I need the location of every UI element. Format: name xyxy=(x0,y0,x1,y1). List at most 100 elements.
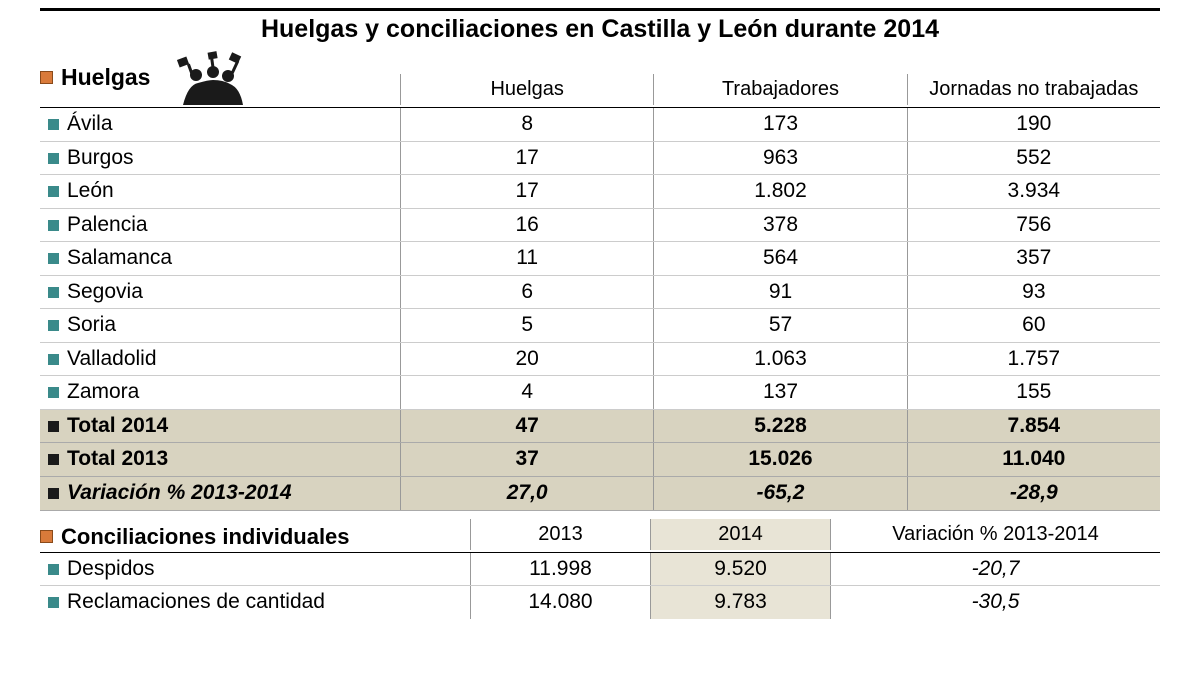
page-title: Huelgas y conciliaciones en Castilla y L… xyxy=(40,15,1160,44)
total-label: Total 2013 xyxy=(40,443,400,476)
cell-trabajadores: 5.228 xyxy=(653,410,906,443)
cell-jornadas: 190 xyxy=(907,108,1160,141)
huelgas-header-row: Huelgas Huelgas Trabajadores Jornadas no xyxy=(40,50,1160,108)
huelgas-section-label: Huelgas xyxy=(40,50,400,105)
cell-2014: 9.520 xyxy=(650,553,830,586)
total-row: Total 2014475.2287.854 xyxy=(40,410,1160,444)
cell-2013: 14.080 xyxy=(470,586,650,619)
cell-huelgas: 11 xyxy=(400,242,653,275)
cell-huelgas: 17 xyxy=(400,175,653,208)
table-row: Burgos17963552 xyxy=(40,142,1160,176)
cell-huelgas: 27,0 xyxy=(400,477,653,510)
cell-huelgas: 4 xyxy=(400,376,653,409)
cell-2013: 11.998 xyxy=(470,553,650,586)
province-label: Palencia xyxy=(40,209,400,242)
cell-variacion: -20,7 xyxy=(830,553,1160,586)
province-label: Salamanca xyxy=(40,242,400,275)
cell-huelgas: 8 xyxy=(400,108,653,141)
cell-trabajadores: 91 xyxy=(653,276,906,309)
square-bullet-icon xyxy=(40,71,53,84)
col-header-huelgas: Huelgas xyxy=(400,74,653,105)
cell-huelgas: 17 xyxy=(400,142,653,175)
cell-variacion: -30,5 xyxy=(830,586,1160,619)
province-label: Burgos xyxy=(40,142,400,175)
cell-huelgas: 47 xyxy=(400,410,653,443)
huelgas-totals: Total 2014475.2287.854Total 20133715.026… xyxy=(40,410,1160,511)
square-bullet-icon xyxy=(48,454,59,465)
cell-jornadas: 11.040 xyxy=(907,443,1160,476)
table-row: Segovia69193 xyxy=(40,276,1160,310)
table-row: Salamanca11564357 xyxy=(40,242,1160,276)
cell-trabajadores: 1.063 xyxy=(653,343,906,376)
cell-trabajadores: 57 xyxy=(653,309,906,342)
cell-trabajadores: 564 xyxy=(653,242,906,275)
table-row: Valladolid201.0631.757 xyxy=(40,343,1160,377)
cell-jornadas: 552 xyxy=(907,142,1160,175)
cell-2014: 9.783 xyxy=(650,586,830,619)
cell-jornadas: 60 xyxy=(907,309,1160,342)
table-row: Despidos11.9989.520-20,7 xyxy=(40,553,1160,587)
cell-huelgas: 37 xyxy=(400,443,653,476)
cell-jornadas: 155 xyxy=(907,376,1160,409)
table-row: Soria55760 xyxy=(40,309,1160,343)
square-bullet-icon xyxy=(48,488,59,499)
page-container: Huelgas y conciliaciones en Castilla y L… xyxy=(0,0,1200,619)
square-bullet-icon xyxy=(48,597,59,608)
cell-trabajadores: 1.802 xyxy=(653,175,906,208)
province-label: Ávila xyxy=(40,108,400,141)
cell-jornadas: 756 xyxy=(907,209,1160,242)
concil-label: Despidos xyxy=(40,553,470,586)
col-header-2014: 2014 xyxy=(650,519,830,550)
table-row: Reclamaciones de cantidad14.0809.783-30,… xyxy=(40,586,1160,619)
cell-huelgas: 5 xyxy=(400,309,653,342)
square-bullet-icon xyxy=(48,320,59,331)
square-bullet-icon xyxy=(48,387,59,398)
huelgas-label-text: Huelgas xyxy=(61,64,150,91)
square-bullet-icon xyxy=(48,287,59,298)
province-label: Soria xyxy=(40,309,400,342)
huelgas-rows: Ávila8173190Burgos17963552León171.8023.9… xyxy=(40,108,1160,410)
square-bullet-icon xyxy=(40,530,53,543)
province-label: Segovia xyxy=(40,276,400,309)
cell-trabajadores: 137 xyxy=(653,376,906,409)
square-bullet-icon xyxy=(48,153,59,164)
col-header-jornadas: Jornadas no trabajadas xyxy=(907,74,1160,105)
square-bullet-icon xyxy=(48,186,59,197)
cell-jornadas: 7.854 xyxy=(907,410,1160,443)
province-label: Zamora xyxy=(40,376,400,409)
cell-huelgas: 16 xyxy=(400,209,653,242)
table-row: Zamora4137155 xyxy=(40,376,1160,410)
cell-jornadas: 93 xyxy=(907,276,1160,309)
cell-jornadas: 1.757 xyxy=(907,343,1160,376)
conciliaciones-rows: Despidos11.9989.520-20,7Reclamaciones de… xyxy=(40,553,1160,619)
col-header-2013: 2013 xyxy=(470,519,650,550)
square-bullet-icon xyxy=(48,564,59,575)
table-row: Ávila8173190 xyxy=(40,108,1160,142)
cell-trabajadores: -65,2 xyxy=(653,477,906,510)
conciliaciones-section-label: Conciliaciones individuales xyxy=(40,524,470,550)
province-label: Valladolid xyxy=(40,343,400,376)
cell-jornadas: 3.934 xyxy=(907,175,1160,208)
table-row: León171.8023.934 xyxy=(40,175,1160,209)
square-bullet-icon xyxy=(48,220,59,231)
cell-jornadas: 357 xyxy=(907,242,1160,275)
cell-jornadas: -28,9 xyxy=(907,477,1160,510)
square-bullet-icon xyxy=(48,253,59,264)
cell-trabajadores: 378 xyxy=(653,209,906,242)
table-row: Palencia16378756 xyxy=(40,209,1160,243)
protest-icon xyxy=(168,50,258,105)
square-bullet-icon xyxy=(48,354,59,365)
square-bullet-icon xyxy=(48,119,59,130)
cell-trabajadores: 15.026 xyxy=(653,443,906,476)
total-row: Total 20133715.02611.040 xyxy=(40,443,1160,477)
total-row: Variación % 2013-201427,0-65,2-28,9 xyxy=(40,477,1160,511)
total-label: Variación % 2013-2014 xyxy=(40,477,400,510)
cell-trabajadores: 963 xyxy=(653,142,906,175)
square-bullet-icon xyxy=(48,421,59,432)
concil-label: Reclamaciones de cantidad xyxy=(40,586,470,619)
title-bar: Huelgas y conciliaciones en Castilla y L… xyxy=(40,8,1160,44)
cell-trabajadores: 173 xyxy=(653,108,906,141)
conciliaciones-header-row: Conciliaciones individuales 2013 2014 Va… xyxy=(40,519,1160,553)
total-label: Total 2014 xyxy=(40,410,400,443)
col-header-trabajadores: Trabajadores xyxy=(653,74,906,105)
